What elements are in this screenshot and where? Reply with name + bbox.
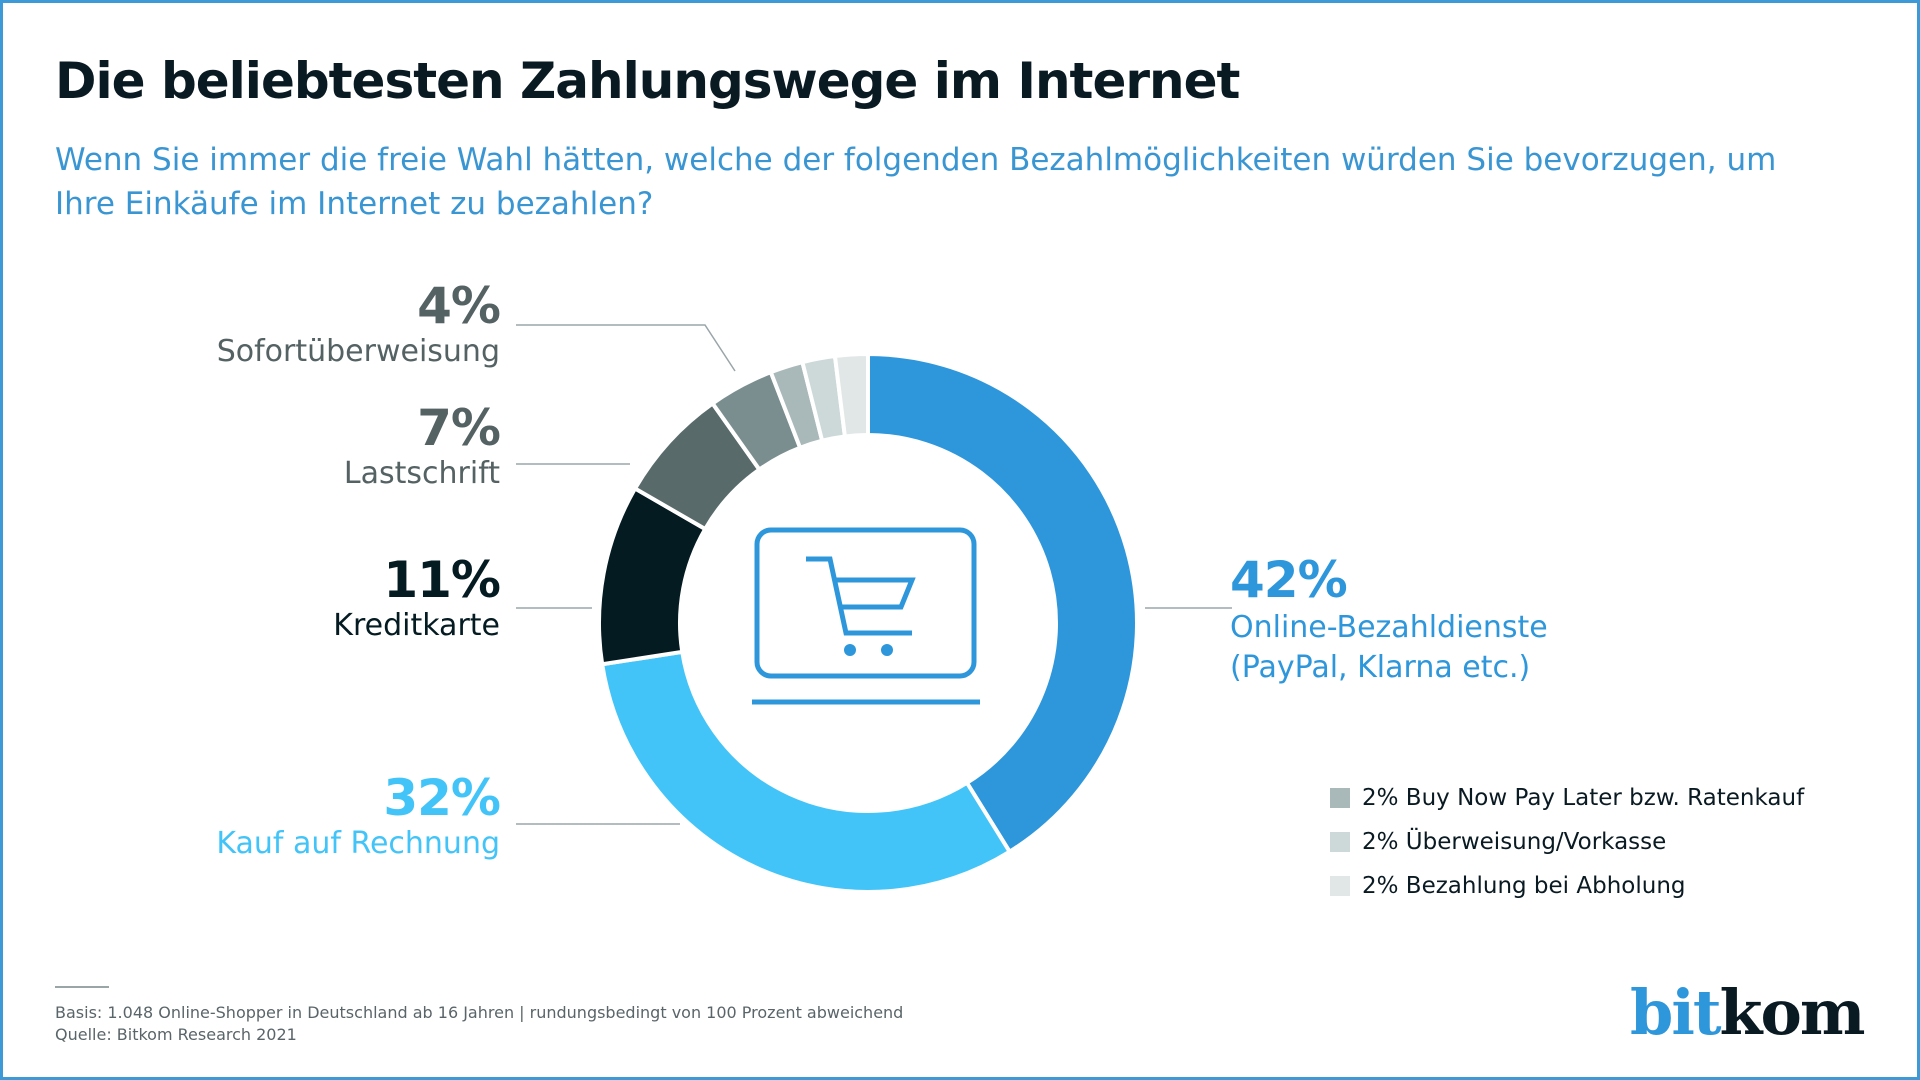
leader-lines (516, 324, 1232, 825)
label-value: 7% (417, 399, 501, 457)
label-sofortueberweisung: 4% Sofortüberweisung (216, 277, 501, 370)
legend-label: 2% Überweisung/Vorkasse (1362, 829, 1667, 855)
chart-title: Die beliebtesten Zahlungswege im Interne… (55, 52, 1240, 110)
legend-label: 2% Bezahlung bei Abholung (1362, 873, 1686, 899)
donut-slice-bezahlung-bei-abholung (832, 351, 870, 439)
label-name: Kauf auf Rechnung (216, 826, 500, 861)
logo-part-bit: bit (1630, 976, 1722, 1049)
leader-line-sofort (516, 324, 736, 372)
donut-slice-kauf-auf-rechnung (599, 649, 1013, 894)
bitkom-logo: bitkom (1630, 976, 1866, 1049)
donut-slice-online-bezahldienste-paypal-klarna-etc (866, 351, 1139, 855)
cart-wheel-left-icon (844, 644, 856, 656)
label-value: 11% (383, 551, 501, 609)
legend: 2% Buy Now Pay Later bzw. Ratenkauf 2% Ü… (1330, 776, 1804, 908)
label-name-line2: (PayPal, Klarna etc.) (1230, 650, 1531, 685)
label-value: 32% (383, 769, 501, 827)
legend-swatch (1330, 788, 1350, 808)
label-kreditkarte: 11% Kreditkarte (333, 551, 501, 644)
laptop-screen-icon (754, 527, 977, 679)
legend-swatch (1330, 832, 1350, 852)
chart-subtitle: Wenn Sie immer die freie Wahl hätten, we… (55, 142, 1777, 222)
legend-swatch (1330, 876, 1350, 896)
legend-item: 2% Überweisung/Vorkasse (1330, 820, 1804, 864)
donut-slices (597, 351, 1139, 894)
cart-wheel-right-icon (881, 644, 893, 656)
label-kauf-auf-rechnung: 32% Kauf auf Rechnung (216, 769, 501, 862)
label-lastschrift: 7% Lastschrift (343, 399, 501, 492)
label-value: 42% (1230, 551, 1348, 609)
footer-basis: Basis: 1.048 Online-Shopper in Deutschla… (55, 1003, 904, 1022)
label-online-bezahldienste: 42% Online-Bezahldienste (PayPal, Klarna… (1230, 552, 1548, 688)
label-name: Lastschrift (343, 456, 500, 491)
cart-handle-icon (806, 556, 912, 636)
footer: Basis: 1.048 Online-Shopper in Deutschla… (55, 1002, 903, 1046)
footer-source: Quelle: Bitkom Research 2021 (55, 1025, 297, 1044)
cart-basket-icon (834, 577, 916, 610)
legend-item: 2% Buy Now Pay Later bzw. Ratenkauf (1330, 776, 1804, 820)
footer-divider (55, 986, 109, 988)
label-value: 4% (417, 277, 501, 335)
label-name: Kreditkarte (333, 608, 500, 643)
label-name: Sofortüberweisung (216, 334, 500, 369)
label-name-line1: Online-Bezahldienste (1230, 610, 1548, 645)
logo-part-kom: kom (1719, 976, 1866, 1049)
legend-item: 2% Bezahlung bei Abholung (1330, 864, 1804, 908)
legend-label: 2% Buy Now Pay Later bzw. Ratenkauf (1362, 785, 1805, 811)
shopping-cart-laptop-icon (752, 527, 980, 705)
